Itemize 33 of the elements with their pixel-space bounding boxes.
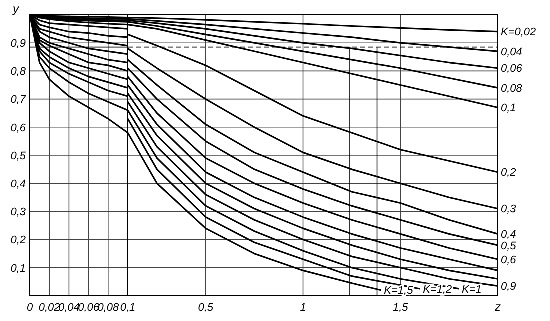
series-label: 0,1 [501, 102, 516, 115]
x-tick-label: 0,04 [58, 302, 80, 314]
series-label: 0,08 [501, 82, 524, 95]
y-tick-label: 0,9 [10, 38, 26, 50]
y-tick-label: 0,2 [10, 234, 26, 247]
x-tick-label: 1,5 [392, 302, 410, 314]
series-label: K=0,02 [501, 26, 536, 39]
x-tick-label: 1 [300, 302, 306, 314]
series-label: 0,3 [501, 204, 518, 216]
y-axis-title: y [12, 2, 20, 16]
y-tick-label: 0,1 [10, 262, 26, 275]
x-axis-title: z [494, 300, 501, 314]
x-tick-label: 0,08 [98, 302, 120, 314]
series-label: 0,5 [501, 240, 518, 252]
x-tick-label: 0 [26, 302, 34, 314]
y-tick-label: 0,8 [10, 66, 27, 78]
x-tick-label: 0,06 [78, 302, 100, 314]
series-label: 0,4 [501, 229, 516, 242]
y-tick-label: 0,3 [10, 206, 27, 219]
series-label: 0,2 [501, 167, 516, 180]
series-label: 0,6 [501, 254, 518, 266]
y-tick-label: 0,7 [10, 94, 27, 106]
y-tick-label: 0,4 [10, 178, 26, 190]
x-tick-label: 0,02 [38, 302, 60, 314]
series-label: 0,04 [501, 46, 522, 58]
series-label: 0,06 [501, 63, 524, 76]
x-tick-label: 0,5 [198, 302, 214, 314]
y-tick-label: 0,6 [10, 122, 27, 134]
x-tick-label: 0,1 [120, 302, 136, 314]
series-label: 0,9 [501, 281, 516, 294]
series-label: K=1,2 [423, 284, 452, 296]
y-tick-label: 0,5 [10, 150, 27, 162]
series-label: K=1 [462, 284, 482, 296]
